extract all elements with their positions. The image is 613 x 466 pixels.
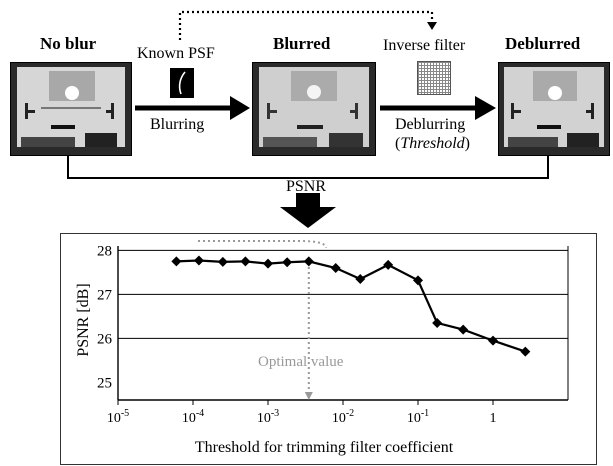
blurring-label: Blurring — [150, 116, 205, 133]
x-axis-label: Threshold for trimming filter coefficien… — [195, 439, 454, 456]
data-point — [383, 259, 394, 270]
deblurred-image — [498, 62, 610, 156]
data-point — [520, 346, 531, 357]
y-tick-label: 28 — [97, 243, 112, 259]
deblurring-label: Deblurring — [395, 116, 466, 133]
data-point — [282, 257, 293, 268]
y-tick-label: 26 — [97, 331, 113, 347]
data-point — [171, 256, 182, 267]
no-blur-title: No blur — [40, 34, 97, 53]
threshold-label: (Threshold) — [395, 135, 470, 152]
x-tick-label: 10-2 — [332, 408, 354, 426]
psnr-label: PSNR — [286, 178, 327, 195]
blurred-image — [252, 62, 376, 156]
known-psf-label: Known PSF — [137, 45, 215, 62]
deblurred-title: Deblurred — [505, 34, 581, 53]
data-point — [240, 256, 251, 267]
data-point — [432, 318, 443, 328]
data-point — [488, 335, 498, 346]
x-tick-label: 1 — [490, 411, 497, 426]
data-point — [355, 274, 366, 284]
y-tick-label: 27 — [97, 287, 113, 303]
x-tick-label: 10-3 — [257, 408, 279, 426]
data-point — [330, 263, 341, 273]
psf-thumbnail — [170, 68, 194, 98]
optimal-value-annotation: Optimal value — [258, 354, 344, 370]
y-axis-label: PSNR [dB] — [75, 283, 92, 356]
data-point — [263, 258, 273, 269]
data-point — [303, 256, 314, 267]
x-tick-label: 10-1 — [407, 408, 429, 426]
no-blur-image — [10, 62, 132, 156]
x-tick-label: 10-5 — [107, 408, 129, 426]
data-point — [413, 275, 423, 286]
optimal-arrowhead — [304, 392, 313, 400]
blurred-title: Blurred — [273, 34, 331, 53]
optimal-pointer-line — [198, 240, 327, 249]
inverse-filter-grid-icon — [417, 61, 451, 95]
data-point — [217, 256, 228, 267]
data-point — [458, 324, 469, 335]
x-tick-label: 10-4 — [182, 408, 204, 426]
psnr-chart-frame — [60, 233, 597, 465]
dotted-connector — [67, 10, 549, 228]
y-tick-label: 25 — [97, 375, 112, 391]
data-point — [193, 255, 204, 266]
inverse-filter-label: Inverse filter — [383, 37, 466, 54]
